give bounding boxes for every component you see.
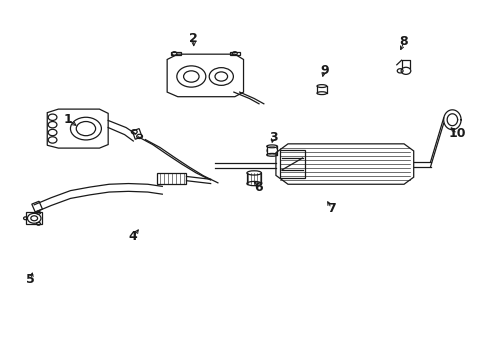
Text: 3: 3 xyxy=(268,131,277,144)
Text: 4: 4 xyxy=(129,230,138,243)
Text: 5: 5 xyxy=(26,273,35,286)
Text: 6: 6 xyxy=(254,181,263,194)
Text: 9: 9 xyxy=(319,64,328,77)
Text: 1: 1 xyxy=(63,113,72,126)
Text: 7: 7 xyxy=(326,202,335,215)
Text: 2: 2 xyxy=(189,32,198,45)
Text: 10: 10 xyxy=(447,127,465,140)
Text: 8: 8 xyxy=(399,35,407,48)
